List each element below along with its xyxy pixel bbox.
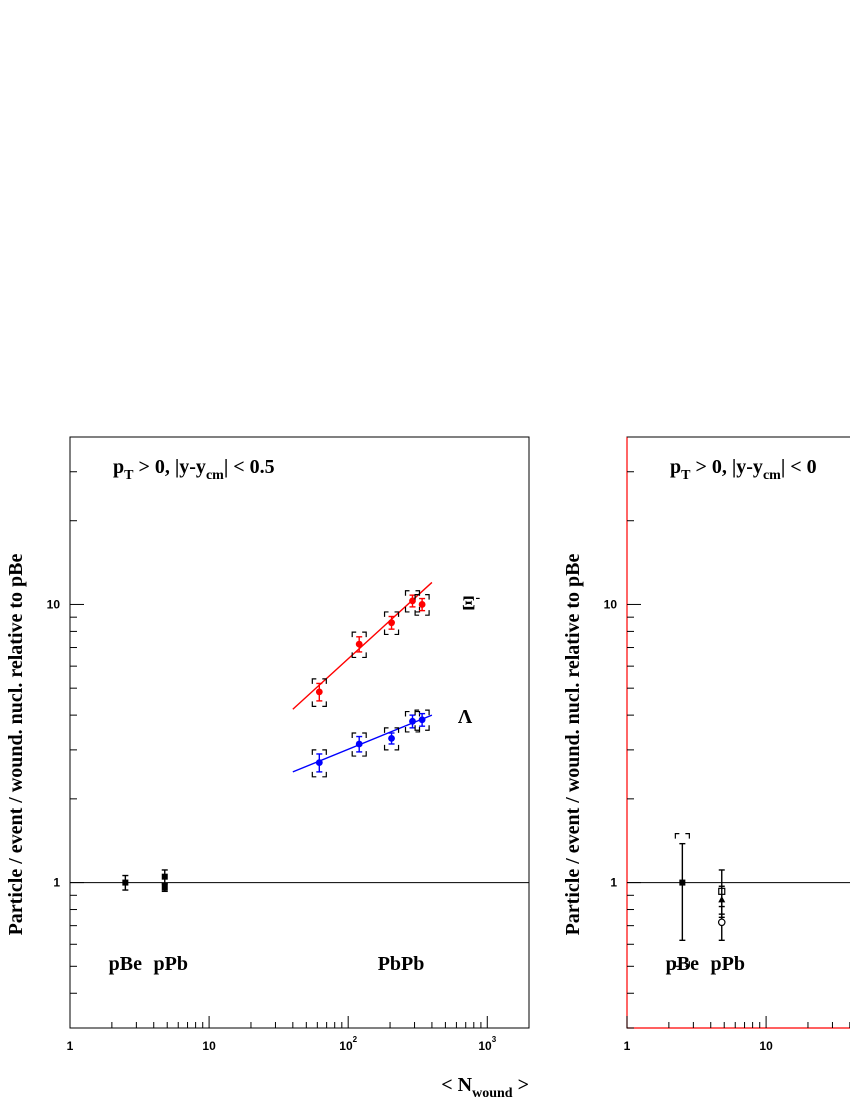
data-point	[418, 601, 426, 608]
data-point	[388, 734, 395, 742]
data-point	[388, 619, 395, 627]
data-point	[122, 879, 129, 886]
data-point	[161, 884, 168, 891]
series-label-lambda: Λ	[458, 706, 473, 728]
kinematic-cut-label: pT > 0, |y-ycm| < 0.5	[113, 456, 275, 483]
y-tick-label: 1	[610, 876, 617, 890]
syst-bracket	[404, 590, 421, 613]
data-point	[161, 873, 168, 880]
collision-system-label: pBe	[666, 953, 699, 975]
x-tick-label: 1	[624, 1039, 631, 1053]
fit-line	[292, 581, 433, 710]
data-point	[355, 640, 363, 648]
x-tick-label: 102	[339, 1035, 357, 1053]
y-axis-label: Particle / event / wound. nucl. relative…	[5, 553, 27, 935]
y-axis-label: Particle / event / wound. nucl. relative…	[562, 553, 584, 935]
collision-system-label: PbPb	[378, 953, 425, 975]
series-label-xi: Ξ-	[462, 590, 481, 614]
x-tick-label: 10	[202, 1039, 216, 1053]
syst-bracket	[404, 710, 421, 733]
collision-system-label: pPb	[154, 953, 188, 975]
kinematic-cut-label: pT > 0, |y-ycm| < 0	[670, 456, 817, 483]
data-point	[418, 716, 426, 724]
x-tick-label: 10	[759, 1039, 773, 1053]
syst-bracket	[383, 611, 400, 636]
data-point	[315, 688, 323, 696]
syst-bracket	[351, 732, 367, 757]
collision-system-label: pBe	[109, 953, 142, 975]
y-tick-label: 10	[604, 597, 618, 611]
syst-bracket	[674, 832, 690, 967]
data-point	[315, 759, 323, 767]
left-panel: 1 10 102 103 1 10 Particle / event / wound. nu…	[5, 436, 530, 1100]
syst-bracket	[414, 593, 430, 616]
x-tick-label: 103	[478, 1035, 496, 1053]
plot-frame	[626, 436, 850, 1029]
collision-system-label: pPb	[711, 953, 745, 975]
data-point	[409, 597, 416, 605]
y-tick-label: 1	[53, 876, 60, 890]
plot-frame	[69, 436, 530, 1029]
x-axis-label: < Nwound >	[441, 1074, 529, 1100]
data-point	[409, 717, 416, 725]
data-point	[355, 740, 363, 748]
syst-bracket	[383, 727, 400, 751]
x-tick-label: 1	[67, 1039, 74, 1053]
data-point	[717, 918, 726, 927]
right-panel: 1 10 1 10 Particle / event / wound. nucl. re…	[562, 436, 850, 1053]
data-point	[679, 879, 686, 886]
syst-bracket	[414, 709, 430, 731]
data-point	[718, 895, 726, 903]
y-tick-label: 10	[47, 597, 61, 611]
syst-bracket	[311, 678, 327, 707]
syst-bracket	[351, 631, 367, 659]
syst-bracket	[311, 749, 327, 778]
